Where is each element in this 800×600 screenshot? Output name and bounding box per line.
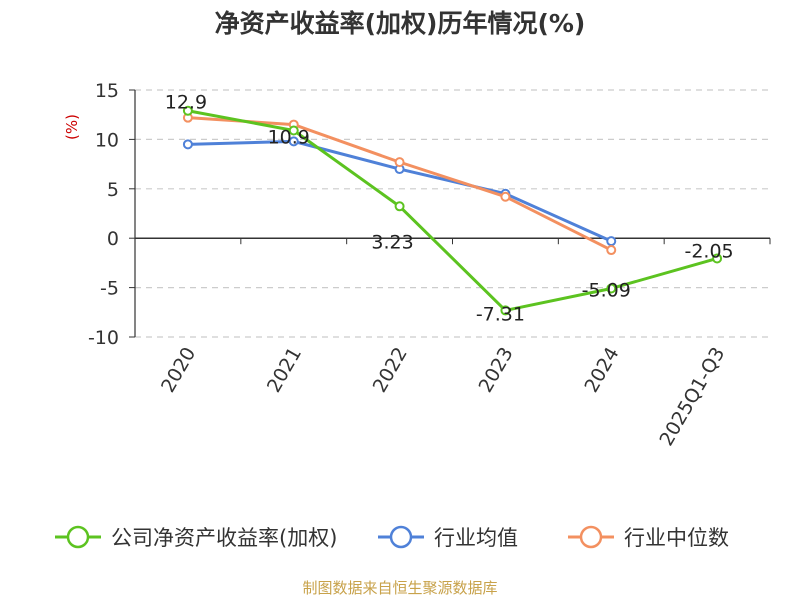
x-tick-label: 2022 (369, 344, 412, 397)
y-tick-label: 15 (95, 80, 119, 102)
series-line (187, 109, 718, 312)
data-point (606, 236, 617, 247)
data-label: -5.09 (582, 279, 631, 301)
axes: 15 10 5 0 -5 -10 2020 2021 2022 2023 2024 2025Q1-Q3 (88, 80, 771, 450)
source-note: 制图数据来自恒生聚源数据库 (302, 579, 497, 597)
y-tick-label: 0 (107, 228, 119, 250)
grid-lines (135, 89, 770, 338)
legend-label: 公司净资产收益率(加权) (111, 526, 337, 550)
series-group (182, 105, 723, 316)
y-tick-label: 5 (107, 179, 119, 201)
legend-item[interactable]: 行业中位数 (568, 525, 729, 550)
data-point (182, 105, 193, 116)
data-label: 10.9 (268, 127, 310, 149)
data-point (182, 139, 193, 150)
legend-marker (66, 525, 90, 549)
legend-label: 行业均值 (434, 526, 518, 550)
legend-marker (389, 525, 413, 549)
data-point (606, 245, 617, 256)
data-label: -7.31 (476, 303, 525, 325)
x-tick-label: 2020 (157, 344, 200, 397)
x-tick-label: 2023 (475, 344, 518, 397)
chart-title: 净资产收益率(加权)历年情况(%) (215, 9, 586, 38)
x-tick-label: 2024 (580, 344, 623, 397)
data-point (712, 253, 723, 264)
legend-label: 行业中位数 (624, 526, 729, 550)
data-labels: 12.9 10.9 3.23 -7.31 -5.09 -2.05 (165, 92, 734, 326)
data-label: 3.23 (371, 231, 413, 253)
data-point (606, 283, 617, 294)
data-point (394, 157, 405, 168)
y-tick-label: -5 (100, 278, 119, 300)
x-tick-label: 2021 (263, 344, 306, 397)
data-point (500, 191, 511, 202)
x-tick-label: 2025Q1-Q3 (655, 344, 729, 450)
legend-marker (579, 525, 603, 549)
y-tick-label: 10 (95, 129, 119, 151)
series-line (187, 139, 612, 243)
y-axis-unit: (%) (63, 114, 81, 140)
data-point (394, 201, 405, 212)
legend-item[interactable]: 公司净资产收益率(加权) (55, 525, 337, 550)
legend: 公司净资产收益率(加权) 行业均值 行业中位数 (55, 525, 729, 550)
data-point (500, 305, 511, 316)
data-label: -2.05 (684, 240, 733, 262)
data-label: 12.9 (165, 92, 207, 114)
legend-item[interactable]: 行业均值 (378, 525, 518, 550)
data-point (288, 125, 299, 136)
data-point (288, 136, 299, 147)
y-tick-label: -10 (88, 327, 119, 349)
series-line (187, 116, 612, 252)
